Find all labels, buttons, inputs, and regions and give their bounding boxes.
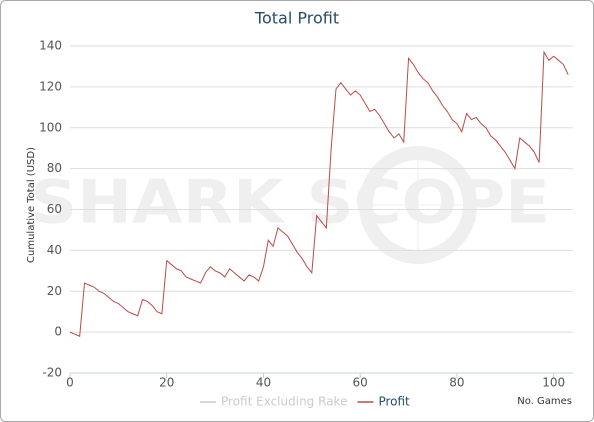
legend-label: Profit Excluding Rake — [221, 395, 347, 409]
y-axis-label: Cumulative Total (USD) — [26, 147, 37, 263]
watermark-group — [359, 146, 477, 264]
x-tick-label: 100 — [542, 376, 565, 390]
x-tick-label: 40 — [256, 376, 271, 390]
y-tick-label: -20 — [42, 366, 62, 380]
y-tick-label: 140 — [39, 39, 62, 53]
y-tick-label: 100 — [39, 120, 62, 134]
watermark: SHARK SCOPE — [30, 168, 550, 238]
y-tick-label: 60 — [47, 202, 62, 216]
watermark-circle — [359, 146, 477, 264]
y-tick-label: 0 — [54, 325, 62, 339]
x-tick-label: 20 — [159, 376, 174, 390]
chart-title: Total Profit — [254, 9, 339, 28]
series-line — [69, 50, 569, 337]
y-tick-label: 40 — [47, 243, 62, 257]
x-tick-label: 60 — [353, 376, 368, 390]
x-tick-label: 80 — [449, 376, 464, 390]
legend-label: Profit — [378, 395, 410, 409]
y-tick-label: 20 — [47, 284, 62, 298]
y-tick-label: 120 — [39, 79, 62, 93]
x-tick-label: 0 — [66, 376, 74, 390]
y-tick-label: 80 — [47, 161, 62, 175]
x-axis-label: No. Games — [517, 396, 572, 407]
